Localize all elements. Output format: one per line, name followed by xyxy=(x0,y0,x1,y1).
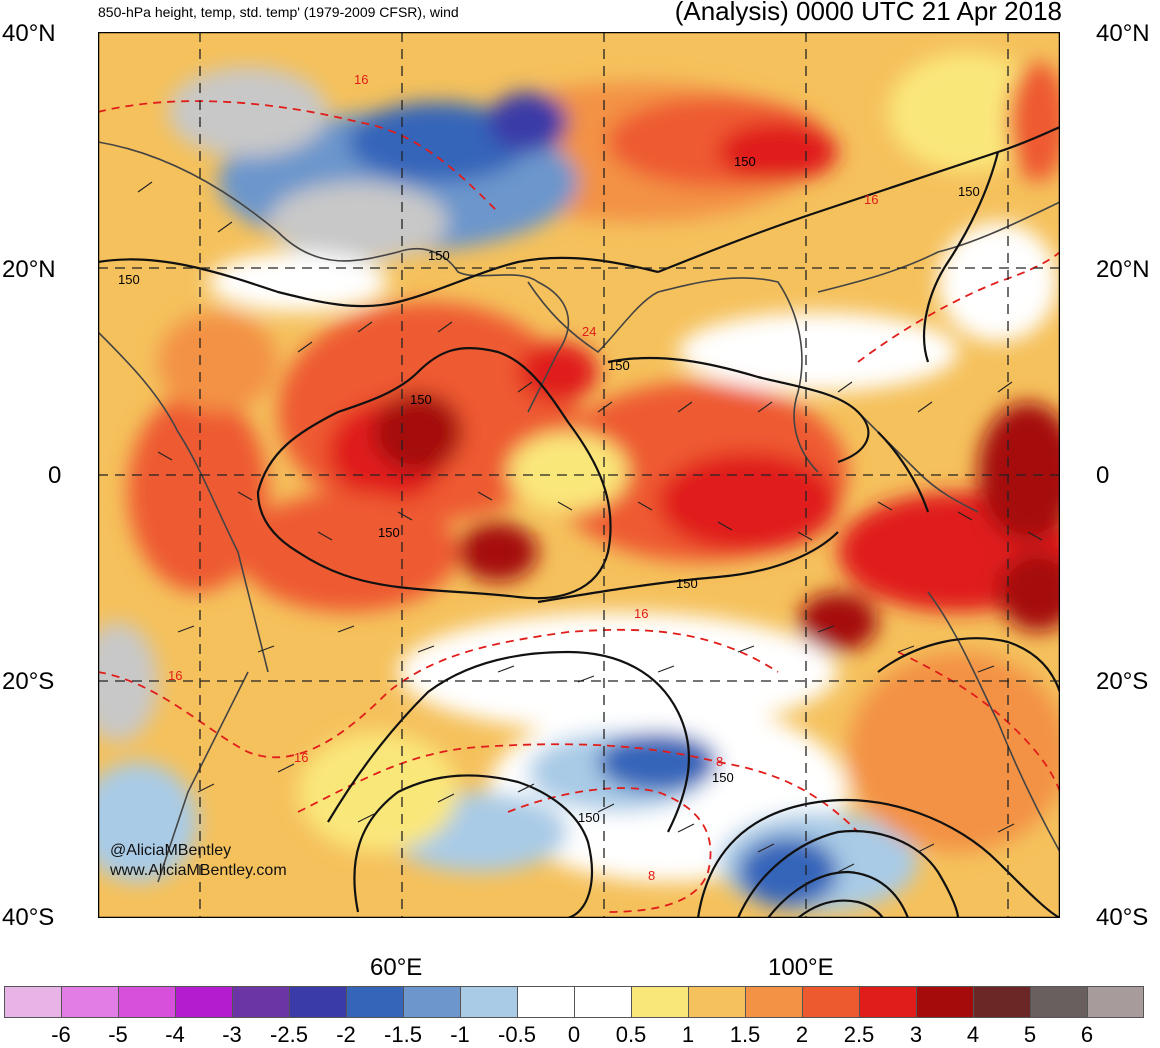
temperature-label: 8 xyxy=(716,754,723,769)
colorbar-swatch xyxy=(1087,986,1144,1018)
height-label: 150 xyxy=(578,810,600,825)
colorbar-tick-label: -0.5 xyxy=(498,1022,536,1047)
colorbar-swatch xyxy=(574,986,631,1018)
colorbar-ticks: -6 -5 -4 -3 -2.5 -2 -1.5 -1 -0.5 0 0.5 1 1.5 2 2.5 3 4 5 6 xyxy=(4,1022,1158,1047)
height-label: 150 xyxy=(410,392,432,407)
colorbar-swatch xyxy=(346,986,403,1018)
colorbar-tick-label: -2.5 xyxy=(270,1022,308,1047)
colorbar-swatch xyxy=(4,986,61,1018)
weather-map: 150 150 150 150 150 150 150 150 150 150 … xyxy=(98,32,1060,918)
height-label: 150 xyxy=(608,358,630,373)
height-label: 150 xyxy=(958,184,980,199)
lat-label-20n-left: 20°N xyxy=(2,256,56,283)
colorbar-swatch xyxy=(745,986,802,1018)
height-label: 150 xyxy=(676,576,698,591)
colorbar-tick-label: 2 xyxy=(795,1022,809,1047)
lat-label-eq-right: 0 xyxy=(1096,462,1110,489)
height-label: 150 xyxy=(734,154,756,169)
colorbar-tick-label: -5 xyxy=(108,1022,128,1047)
map-title: (Analysis) 0000 UTC 21 Apr 2018 xyxy=(674,0,1062,26)
temperature-label: 24 xyxy=(582,324,596,339)
colorbar-swatch xyxy=(916,986,973,1018)
height-label: 150 xyxy=(428,248,450,263)
temperature-label: 8 xyxy=(648,868,655,883)
colorbar-swatch xyxy=(403,986,460,1018)
colorbar-swatch xyxy=(118,986,175,1018)
lat-lon-grid xyxy=(98,32,1060,918)
colorbar xyxy=(4,986,1144,1018)
wind-barbs xyxy=(137,181,1043,873)
colorbar-swatch xyxy=(802,986,859,1018)
colorbar-tick-label: 0 xyxy=(567,1022,581,1047)
lat-label-40n-left: 40°N xyxy=(2,20,56,47)
colorbar-tick-label: 1 xyxy=(681,1022,695,1047)
colorbar-swatch xyxy=(859,986,916,1018)
colorbar-tick-label: 4 xyxy=(966,1022,980,1047)
colorbar-tick-label: 0.5 xyxy=(615,1022,647,1047)
lon-label-100e: 100°E xyxy=(768,954,834,981)
colorbar-tick-label: -1.5 xyxy=(384,1022,422,1047)
colorbar-tick-label: -3 xyxy=(222,1022,242,1047)
lat-label-20n-right: 20°N xyxy=(1096,256,1150,283)
height-label: 150 xyxy=(712,770,734,785)
colorbar-tick-label: -4 xyxy=(165,1022,185,1047)
map-subtitle: 850-hPa height, temp, std. temp' (1979-2… xyxy=(98,4,459,20)
colorbar-swatch xyxy=(175,986,232,1018)
lat-label-eq-left: 0 xyxy=(48,462,62,489)
credit-handle: @AliciaMBentley xyxy=(110,842,232,859)
lon-label-60e: 60°E xyxy=(370,954,423,981)
lat-label-20s-right: 20°S xyxy=(1096,668,1149,695)
temperature-label: 16 xyxy=(354,72,368,87)
colorbar-swatch xyxy=(232,986,289,1018)
credit-website: www.AliciaMBentley.com xyxy=(110,862,287,879)
lat-label-40s-left: 40°S xyxy=(2,904,55,931)
colorbar-tick-label: -2 xyxy=(336,1022,356,1047)
height-contours xyxy=(98,125,1060,918)
temperature-contours xyxy=(98,100,1060,913)
lat-label-40s-right: 40°S xyxy=(1096,904,1149,931)
temperature-label: 16 xyxy=(294,750,308,765)
temperature-label: 16 xyxy=(864,192,878,207)
colorbar-swatch xyxy=(631,986,688,1018)
colorbar-swatch xyxy=(289,986,346,1018)
lat-label-20s-left: 20°S xyxy=(2,668,55,695)
colorbar-tick-label: 3 xyxy=(909,1022,923,1047)
colorbar-tick-label: 5 xyxy=(1023,1022,1037,1047)
height-label: 150 xyxy=(378,525,400,540)
colorbar-tick-label: 1.5 xyxy=(729,1022,761,1047)
colorbar-swatch xyxy=(688,986,745,1018)
colorbar-swatch xyxy=(61,986,118,1018)
height-label: 150 xyxy=(118,272,140,287)
temperature-label: 16 xyxy=(168,668,182,683)
colorbar-swatch xyxy=(973,986,1030,1018)
colorbar-tick-label: 6 xyxy=(1080,1022,1094,1047)
colorbar-tick-label: -1 xyxy=(450,1022,470,1047)
lat-label-40n-right: 40°N xyxy=(1096,20,1150,47)
colorbar-swatch xyxy=(1030,986,1087,1018)
colorbar-swatch xyxy=(517,986,574,1018)
colorbar-tick-label: -6 xyxy=(51,1022,71,1047)
coastlines xyxy=(98,141,1060,883)
colorbar-swatch xyxy=(460,986,517,1018)
temperature-label: 16 xyxy=(634,606,648,621)
map-frame xyxy=(98,32,1060,918)
colorbar-tick-label: 2.5 xyxy=(843,1022,875,1047)
